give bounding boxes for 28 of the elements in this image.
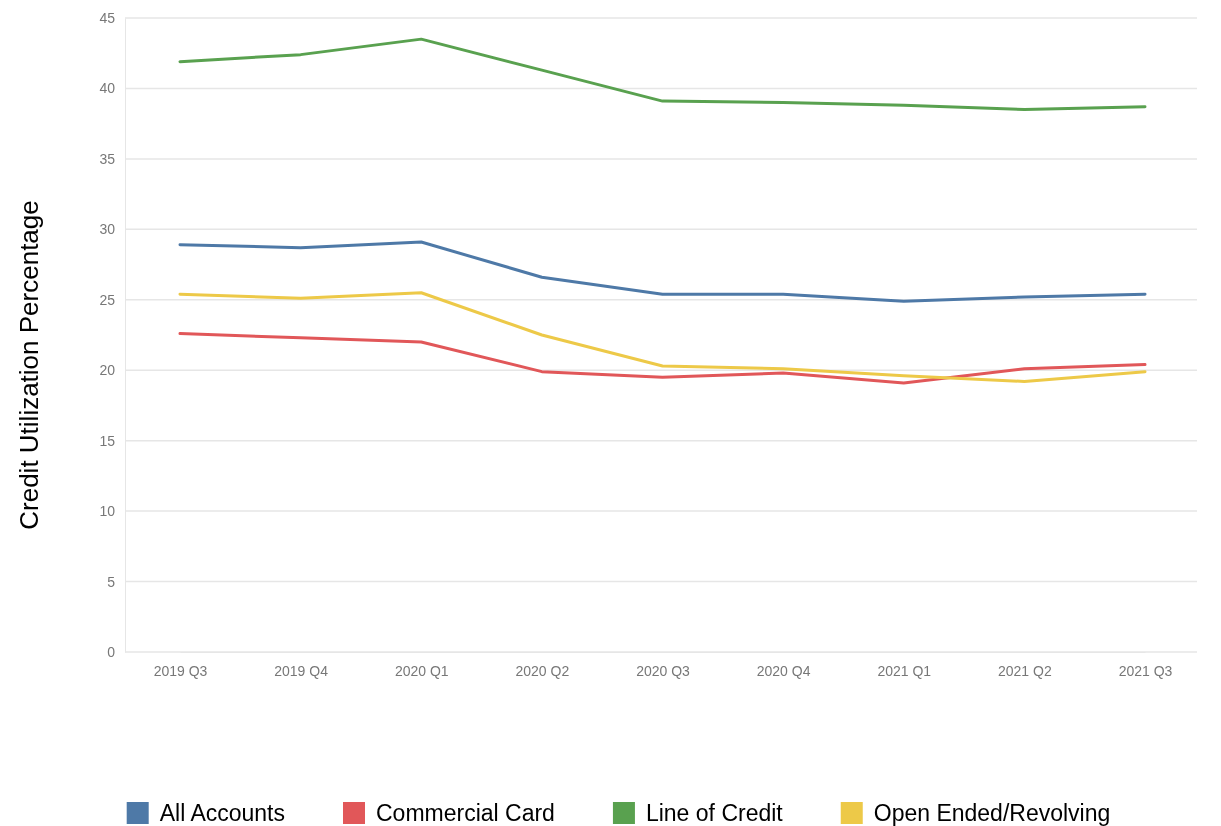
line-series xyxy=(178,291,1147,383)
x-tick-label: 2021 Q1 xyxy=(877,662,932,679)
x-tick-label: 2019 Q4 xyxy=(274,662,329,679)
x-tick-label: 2019 Q3 xyxy=(153,662,208,679)
x-tick-label: 2021 Q2 xyxy=(998,662,1052,679)
y-tick-label: 25 xyxy=(99,291,116,308)
y-tick-label: 45 xyxy=(99,9,116,26)
legend-label: Open Ended/Revolving xyxy=(873,800,1111,826)
x-tick-label: 2020 Q2 xyxy=(515,662,570,679)
x-tick-label: 2021 Q3 xyxy=(1118,662,1173,679)
x-tick-label: 2020 Q1 xyxy=(394,662,449,679)
line-series xyxy=(178,240,1147,303)
legend-label: All Accounts xyxy=(159,800,285,826)
legend-label: Commercial Card xyxy=(375,800,555,826)
y-tick-label: 20 xyxy=(99,362,116,379)
x-tick-label: 2020 Q3 xyxy=(636,662,691,679)
y-tick-label: 5 xyxy=(107,573,116,590)
y-tick-label: 30 xyxy=(99,221,116,238)
y-axis-title: Credit Utilization Percentage xyxy=(14,200,44,530)
line-series xyxy=(178,332,1147,385)
y-tick-label: 35 xyxy=(99,150,116,167)
y-tick-label: 0 xyxy=(107,643,116,660)
y-tick-label: 10 xyxy=(99,503,116,520)
legend-label: Line of Credit xyxy=(645,800,784,826)
y-tick-label: 40 xyxy=(99,80,116,97)
y-tick-label: 15 xyxy=(99,432,116,449)
line-series xyxy=(178,37,1147,112)
x-tick-label: 2020 Q4 xyxy=(756,662,811,679)
